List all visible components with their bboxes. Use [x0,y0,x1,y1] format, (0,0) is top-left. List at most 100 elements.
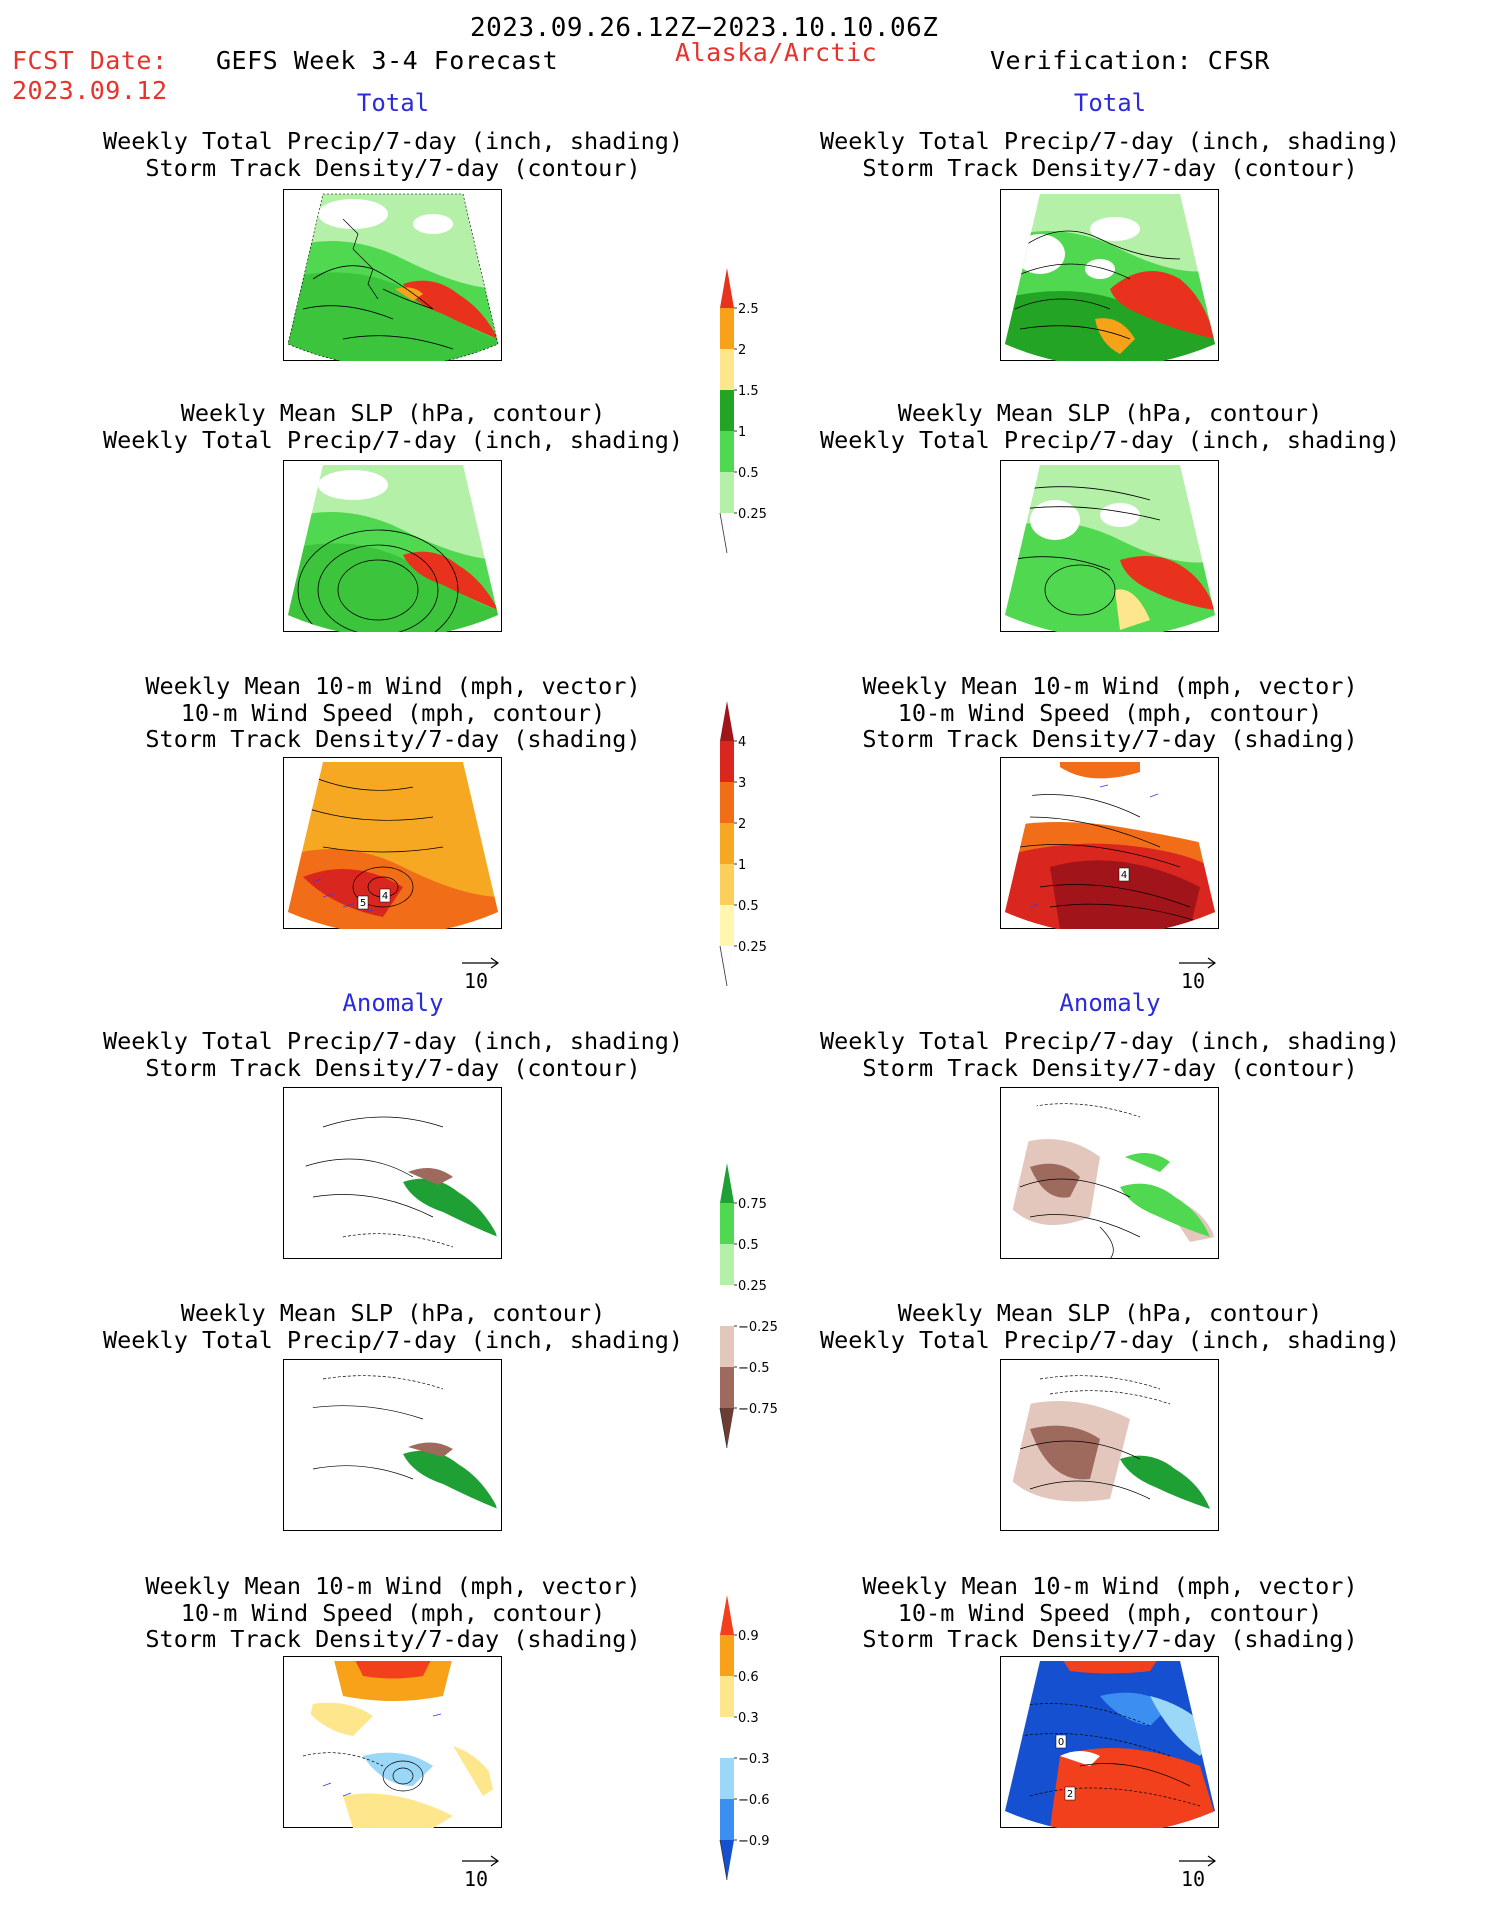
colorbar-swatch [720,1840,734,1880]
colorbar-label: −0.3 [738,1752,770,1767]
colorbar-label: −0.6 [738,1793,770,1808]
colorbar-swatch [720,390,734,431]
colorbar-swatch [720,1717,734,1758]
colorbar-swatch [720,1367,734,1408]
map-precip-storm-anom-fcst [283,1087,502,1259]
colorbar-label: −0.5 [738,1361,770,1376]
colorbar-swatch [720,431,734,472]
vector-ref-total-fcst: 10 [460,955,510,995]
colorbar-swatch [720,513,734,553]
title-wind-storm-total-fcst: Weekly Mean 10-m Wind (mph, vector) 10-m … [145,672,641,753]
colorbar-precip-total: 0.25 0.5 1 1.5 2 2.5 [716,268,836,553]
contour-label: 2 [1067,1789,1073,1800]
map-wind-storm-total-fcst: 5 4 [283,757,502,929]
period-title: 2023.09.26.12Z−2023.10.10.06Z [470,13,939,43]
colorbar-swatch [720,1595,734,1635]
contour-label: 4 [382,891,388,902]
colorbar-swatch [720,701,734,741]
title-wind-storm-anom-fcst: Weekly Mean 10-m Wind (mph, vector) 10-m … [145,1572,641,1653]
colorbar-edge [719,1407,728,1448]
colorbar-edge [719,945,728,986]
colorbar-edge [719,1839,728,1880]
title-precip-storm-total-obs: Weekly Total Precip/7-day (inch, shading… [819,127,1401,182]
colorbar-swatch [720,1758,734,1799]
map-slp-precip-anom-fcst [283,1359,502,1531]
colorbar-swatch [720,349,734,390]
colorbar-swatch [720,1203,734,1244]
vector-ref-anom-obs: 10 [1177,1853,1227,1893]
title-precip-storm-total-fcst: Weekly Total Precip/7-day (inch, shading… [102,127,684,182]
map-wind-storm-total-obs: 4 [1000,757,1219,929]
colorbar-label: 3 [738,776,746,791]
region-title: Alaska/Arctic [675,38,878,67]
colorbar-swatch [720,946,734,986]
colorbar-label: −0.9 [738,1834,770,1849]
title-precip-storm-anom-obs: Weekly Total Precip/7-day (inch, shading… [819,1027,1401,1082]
map-wind-storm-anom-obs: 0 2 [1000,1656,1219,1828]
title-slp-precip-total-obs: Weekly Mean SLP (hPa, contour) Weekly Tot… [819,399,1401,454]
fcst-date-value: 2023.09.12 [12,76,168,105]
title-wind-storm-anom-obs: Weekly Mean 10-m Wind (mph, vector) 10-m … [862,1572,1358,1653]
colorbar-swatch [720,1326,734,1367]
title-slp-precip-total-fcst: Weekly Mean SLP (hPa, contour) Weekly Tot… [102,399,684,454]
colorbar-label: 0.5 [738,1238,759,1253]
title-slp-precip-anom-obs: Weekly Mean SLP (hPa, contour) Weekly Tot… [819,1299,1401,1354]
section-total-left: Total [356,89,430,117]
contour-label: 4 [1121,870,1127,881]
colorbar-swatch [720,905,734,946]
section-anomaly-right: Anomaly [1059,989,1161,1017]
map-slp-precip-anom-obs [1000,1359,1219,1531]
colorbar-label: 0.75 [738,1197,767,1212]
map-wind-storm-anom-fcst [283,1656,502,1828]
colorbar-swatch [720,1799,734,1840]
model-title: GEFS Week 3-4 Forecast [216,46,559,75]
colorbar-storm-total: 0.25 0.5 1 2 3 4 [716,701,836,986]
colorbar-edge [719,512,728,553]
map-slp-precip-total-obs [1000,460,1219,632]
colorbar-swatch [720,1285,734,1326]
colorbar-label: 0.5 [738,899,759,914]
colorbar-label: 0.6 [738,1670,759,1685]
colorbar-label: 2.5 [738,302,759,317]
colorbar-swatch [720,268,734,308]
section-anomaly-left: Anomaly [342,989,444,1017]
title-slp-precip-anom-fcst: Weekly Mean SLP (hPa, contour) Weekly Tot… [102,1299,684,1354]
colorbar-swatch [720,1676,734,1717]
title-wind-storm-total-obs: Weekly Mean 10-m Wind (mph, vector) 10-m … [862,672,1358,753]
colorbar-label: 0.25 [738,507,767,522]
colorbar-swatch [720,1408,734,1448]
colorbar-label: 0.9 [738,1629,759,1644]
colorbar-label: 0.25 [738,1279,767,1294]
contour-label: 0 [1058,1737,1064,1748]
vector-ref-total-obs: 10 [1177,955,1227,995]
colorbar-label: 2 [738,343,746,358]
verification-title: Verification: CFSR [990,46,1270,75]
colorbar-label: 4 [738,735,746,750]
colorbar-label: −0.25 [738,1320,778,1335]
colorbar-swatch [720,1244,734,1285]
title-precip-storm-anom-fcst: Weekly Total Precip/7-day (inch, shading… [102,1027,684,1082]
contour-label: 5 [360,898,366,909]
map-slp-precip-total-fcst [283,460,502,632]
section-total-right: Total [1073,89,1147,117]
vector-ref-anom-fcst: 10 [460,1853,510,1893]
colorbar-swatch [720,823,734,864]
colorbar-storm-anom: −0.9 −0.6 −0.3 0.3 0.6 0.9 [716,1595,836,1880]
colorbar-label: 1.5 [738,384,759,399]
colorbar-swatch [720,1635,734,1676]
colorbar-swatch [720,864,734,905]
colorbar-swatch [720,782,734,823]
map-precip-storm-total-obs [1000,189,1219,361]
colorbar-swatch [720,308,734,349]
colorbar-label: 1 [738,425,746,440]
fcst-date-label: FCST Date: [12,46,168,75]
colorbar-swatch [720,1163,734,1203]
map-precip-storm-anom-obs [1000,1087,1219,1259]
colorbar-label: 2 [738,817,746,832]
colorbar-label: 0.3 [738,1711,759,1726]
colorbar-label: 1 [738,858,746,873]
colorbar-label: 0.5 [738,466,759,481]
colorbar-label: −0.75 [738,1402,778,1417]
colorbar-swatch [720,472,734,513]
map-precip-storm-total-fcst [283,189,502,361]
